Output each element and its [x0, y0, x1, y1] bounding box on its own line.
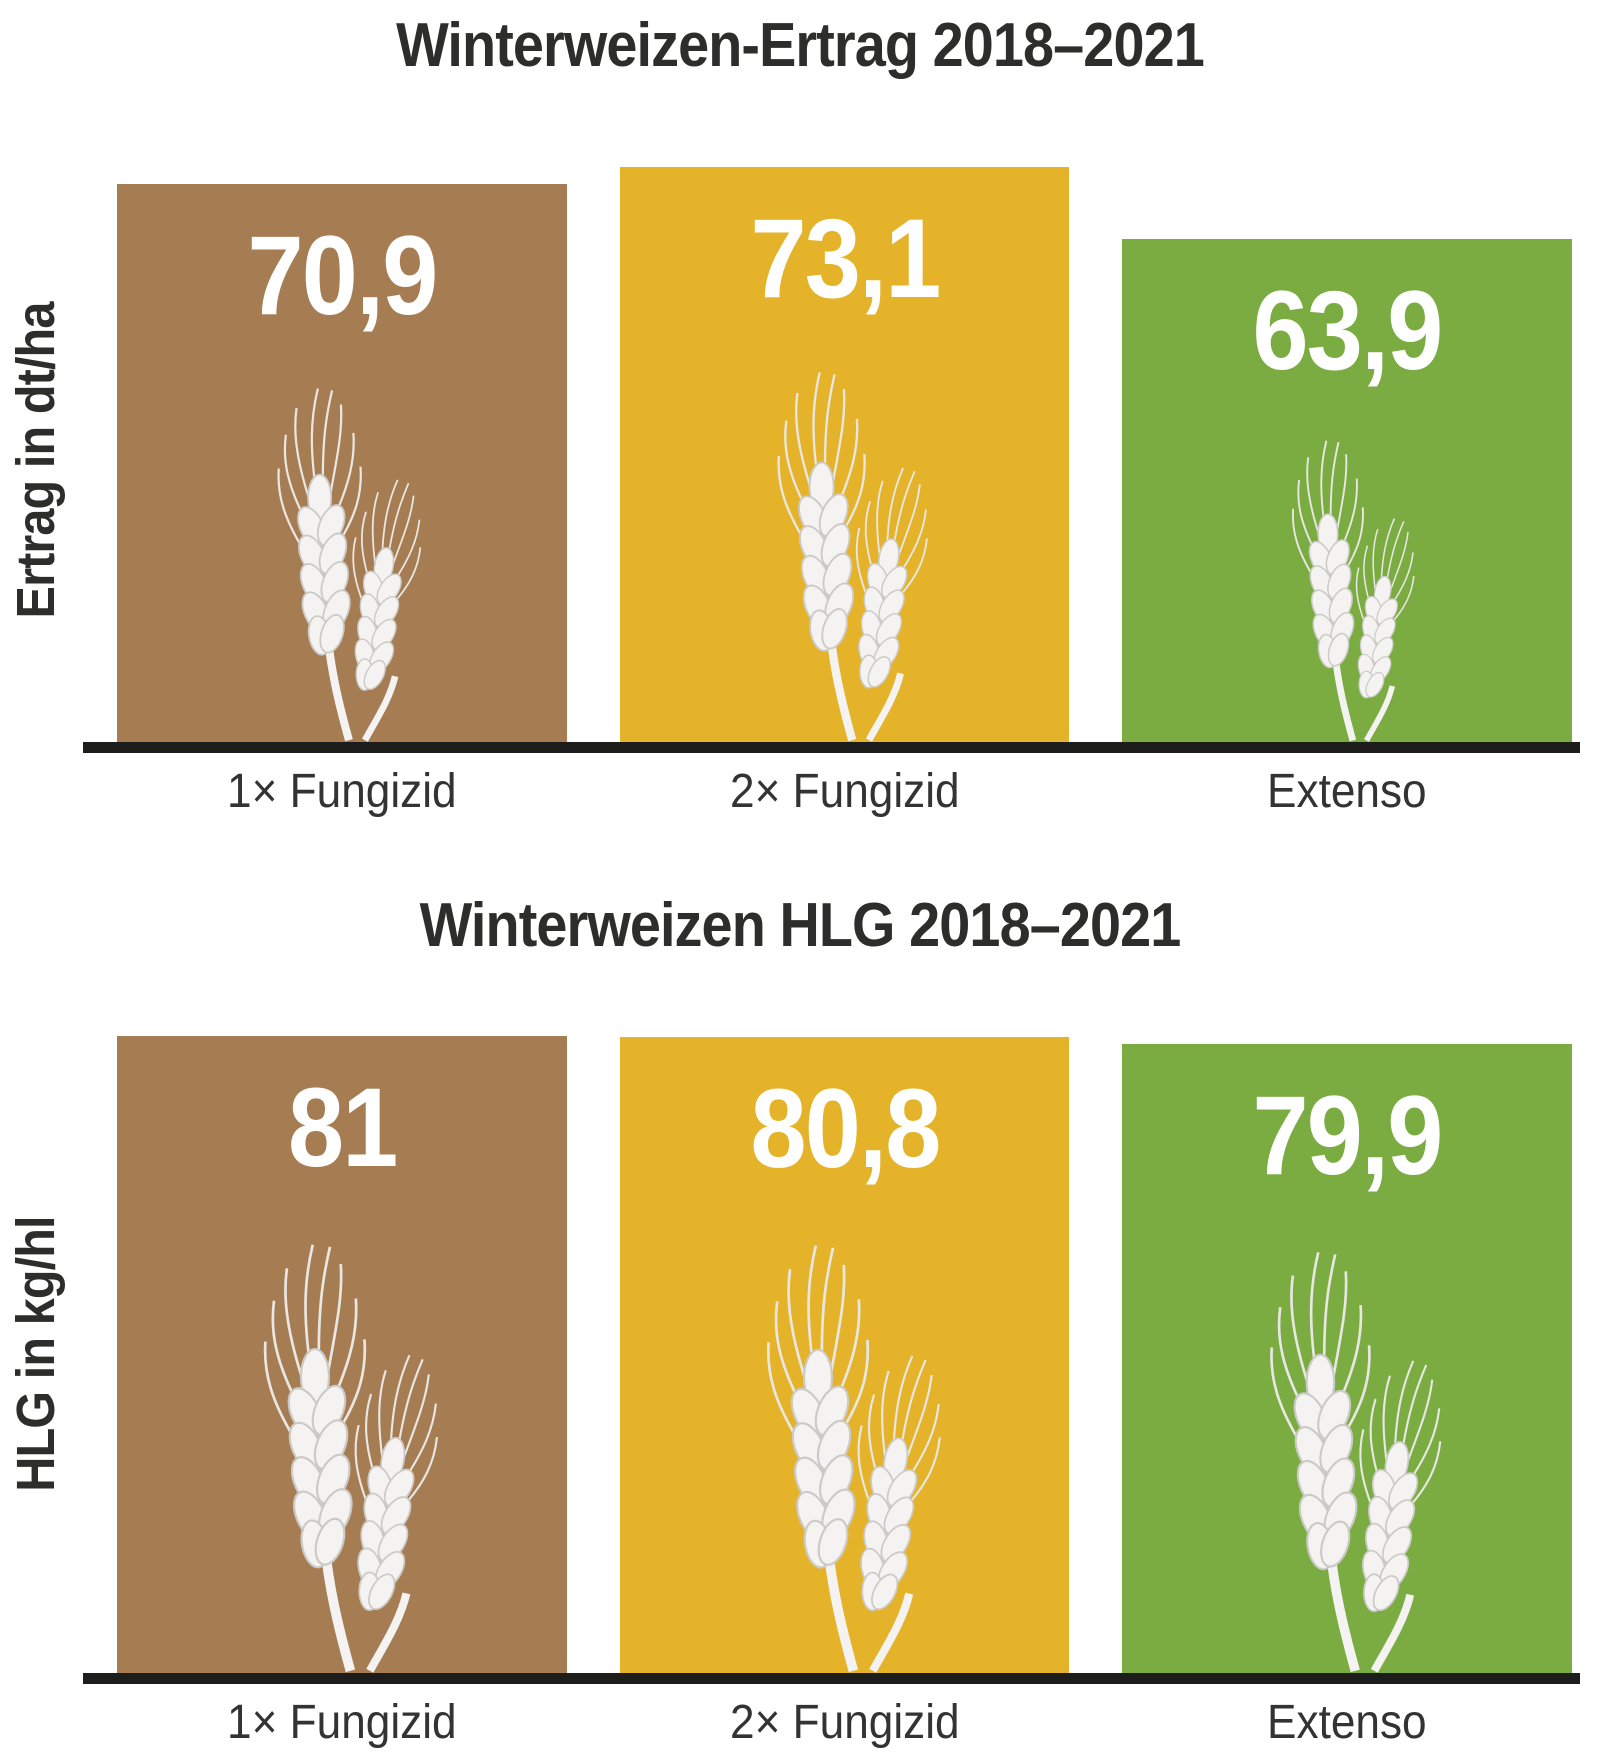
- x-axis-line: [83, 742, 1580, 753]
- bar-value-label: 80,8: [750, 1066, 941, 1191]
- bar-value-label: 70,9: [247, 213, 438, 338]
- plot-area: 70,9 73,1 63,9: [117, 0, 1573, 742]
- wheat-icon: [117, 369, 567, 742]
- chart-winterweizen-hlg: Winterweizen HLG 2018–2021 HLG in kg/hl …: [0, 860, 1600, 1756]
- bar-2x-fungizid: 80,8: [619, 1037, 1070, 1673]
- x-tick-label-1x-fungizid: 1× Fungizid: [227, 765, 457, 818]
- y-axis-label: Ertrag in dt/ha: [6, 302, 66, 619]
- x-tick-label-2x-fungizid: 2× Fungizid: [729, 765, 960, 818]
- x-tick-label-2x-fungizid: 2× Fungizid: [729, 1696, 960, 1749]
- bar-2x-fungizid: 73,1: [619, 167, 1070, 742]
- chart-winterweizen-ertrag: Winterweizen-Ertrag 2018–2021 Ertrag in …: [0, 0, 1600, 830]
- bar-extenso: 79,9: [1122, 1044, 1573, 1673]
- x-axis-line: [83, 1673, 1580, 1684]
- bar-1x-fungizid: 81: [117, 1036, 567, 1673]
- x-tick-label-extenso: Extenso: [1267, 765, 1427, 818]
- bar-value-label: 73,1: [750, 196, 941, 321]
- bar-value-label: 81: [287, 1065, 398, 1190]
- x-tick-label-extenso: Extenso: [1267, 1696, 1427, 1749]
- wheat-icon: [620, 1222, 1070, 1673]
- y-axis-label: HLG in kg/hl: [6, 1216, 66, 1493]
- x-tick-label-1x-fungizid: 1× Fungizid: [227, 1696, 457, 1749]
- plot-area: 81 80,8 79,9: [117, 860, 1573, 1673]
- bar-value-label: 79,9: [1252, 1073, 1444, 1198]
- wheat-icon: [1122, 424, 1572, 742]
- chart-title: Winterweizen HLG 2018–2021: [419, 891, 1182, 960]
- bar-extenso: 63,9: [1122, 239, 1573, 742]
- wheat-icon: [1122, 1229, 1572, 1673]
- chart-title: Winterweizen-Ertrag 2018–2021: [396, 11, 1205, 80]
- x-axis-tick-labels: 1× Fungizid 2× Fungizid Extenso: [117, 764, 1572, 819]
- x-axis-tick-labels: 1× Fungizid 2× Fungizid Extenso: [117, 1695, 1572, 1750]
- bar-value-label: 63,9: [1252, 268, 1444, 393]
- wheat-icon: [117, 1221, 567, 1673]
- wheat-icon: [620, 352, 1070, 742]
- bar-1x-fungizid: 70,9: [117, 184, 567, 742]
